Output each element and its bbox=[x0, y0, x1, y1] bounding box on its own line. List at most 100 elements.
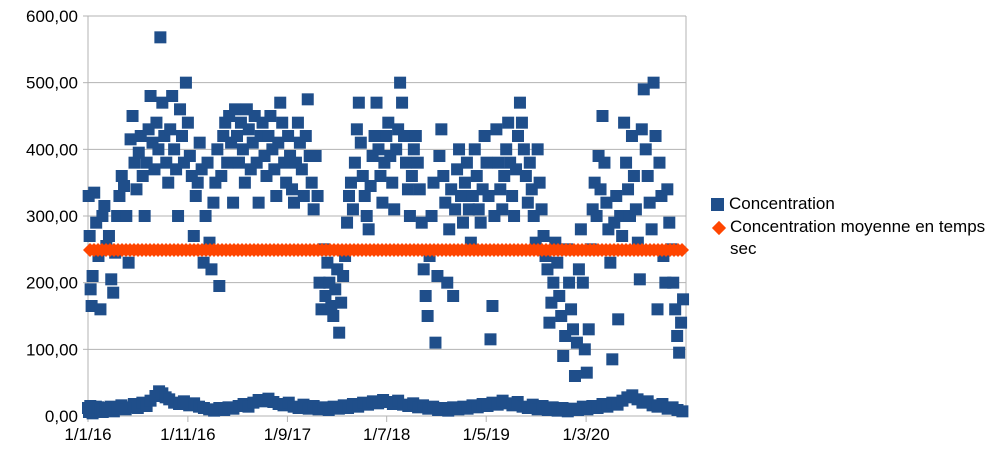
concentration-point bbox=[425, 210, 438, 222]
concentration-point bbox=[207, 196, 220, 209]
concentration-point bbox=[132, 146, 145, 159]
concentration-point bbox=[124, 133, 137, 146]
concentration-point bbox=[168, 143, 181, 156]
concentration-point bbox=[181, 116, 194, 129]
concentration-point bbox=[315, 303, 328, 316]
concentration-point bbox=[319, 290, 332, 302]
concentration-point bbox=[639, 143, 652, 156]
concentration-point bbox=[576, 276, 589, 289]
concentration-point bbox=[673, 346, 686, 359]
concentration-point bbox=[513, 96, 526, 109]
concentration-point bbox=[86, 270, 99, 282]
concentration-point bbox=[221, 156, 234, 169]
concentration-point bbox=[189, 190, 202, 202]
concentration-point bbox=[669, 303, 682, 316]
concentration-point bbox=[535, 203, 548, 216]
concentration-point bbox=[492, 156, 505, 169]
concentration-point bbox=[445, 183, 458, 196]
concentration-point bbox=[229, 103, 242, 116]
concentration-point bbox=[382, 116, 395, 129]
concentration-point bbox=[398, 130, 411, 142]
concentration-point bbox=[486, 300, 499, 312]
concentration-point bbox=[219, 116, 232, 129]
concentration-point bbox=[105, 273, 118, 286]
concentration-point bbox=[136, 170, 149, 182]
concentration-point bbox=[643, 196, 656, 209]
concentration-point bbox=[276, 116, 289, 129]
concentration-point bbox=[629, 203, 642, 216]
concentration-point bbox=[568, 370, 581, 382]
concentration-point bbox=[451, 163, 464, 176]
concentration-point bbox=[590, 210, 603, 222]
concentration-point bbox=[172, 210, 185, 222]
concentration-point bbox=[335, 296, 348, 309]
concentration-point bbox=[102, 230, 115, 242]
concentration-point bbox=[453, 143, 466, 156]
concentration-point bbox=[234, 116, 247, 129]
concentration-point bbox=[405, 170, 418, 182]
concentration-point bbox=[614, 210, 627, 222]
concentration-point bbox=[150, 116, 163, 129]
concentration-point bbox=[211, 143, 224, 156]
concentration-point bbox=[399, 156, 412, 169]
concentration-point bbox=[506, 190, 519, 202]
concentration-point bbox=[205, 263, 218, 276]
concentration-point bbox=[600, 196, 613, 209]
concentration-point bbox=[651, 303, 664, 316]
concentration-point bbox=[388, 203, 401, 216]
concentration-point bbox=[653, 156, 666, 169]
concentration-point bbox=[555, 310, 568, 322]
x-tick-label: 1/5/19 bbox=[463, 425, 510, 444]
concentration-point bbox=[443, 223, 456, 236]
concentration-point bbox=[531, 143, 544, 156]
concentration-point bbox=[286, 183, 299, 196]
concentration-point bbox=[401, 183, 414, 196]
concentration-point bbox=[358, 190, 371, 202]
x-tick-label: 1/3/20 bbox=[562, 425, 609, 444]
concentration-point bbox=[268, 163, 281, 176]
concentration-point bbox=[232, 156, 245, 169]
concentration-point bbox=[447, 290, 460, 302]
concentration-point bbox=[474, 216, 487, 229]
concentration-point bbox=[166, 90, 179, 102]
y-tick-label: 300,00 bbox=[26, 207, 78, 226]
concentration-point bbox=[519, 170, 532, 182]
concentration-point bbox=[354, 136, 367, 149]
concentration-point bbox=[661, 183, 674, 196]
x-tick-label: 1/1/16 bbox=[64, 425, 111, 444]
concentration-point bbox=[309, 150, 322, 162]
concentration-point bbox=[407, 143, 420, 156]
concentration-point bbox=[645, 223, 658, 236]
concentration-point bbox=[508, 210, 521, 222]
legend-item-concentration: Concentration bbox=[711, 193, 1001, 215]
x-tick-label: 1/7/18 bbox=[363, 425, 410, 444]
concentration-point bbox=[663, 216, 676, 229]
concentration-point bbox=[183, 150, 196, 162]
concentration-point bbox=[162, 176, 175, 189]
concentration-point bbox=[374, 170, 387, 182]
concentration-point bbox=[343, 190, 356, 202]
concentration-point bbox=[612, 313, 625, 326]
concentration-point bbox=[435, 123, 448, 136]
concentration-point bbox=[403, 210, 416, 222]
concentration-point bbox=[441, 276, 454, 289]
concentration-point bbox=[370, 96, 383, 109]
concentration-point bbox=[480, 156, 493, 169]
concentration-point bbox=[256, 116, 269, 129]
concentration-point bbox=[333, 326, 346, 339]
concentration-point bbox=[321, 256, 334, 269]
concentration-point bbox=[154, 31, 167, 44]
concentration-point bbox=[618, 116, 631, 129]
concentration-point bbox=[394, 76, 407, 89]
concentration-point bbox=[113, 190, 126, 202]
concentration-point bbox=[553, 290, 566, 302]
concentration-point bbox=[494, 183, 507, 196]
concentration-point bbox=[429, 336, 442, 349]
concentration-point bbox=[456, 216, 469, 229]
concentration-point bbox=[677, 293, 690, 306]
x-tick-label: 1/9/17 bbox=[264, 425, 311, 444]
concentration-point bbox=[126, 110, 139, 122]
concentration-point bbox=[94, 303, 107, 316]
concentration-point bbox=[415, 216, 428, 229]
